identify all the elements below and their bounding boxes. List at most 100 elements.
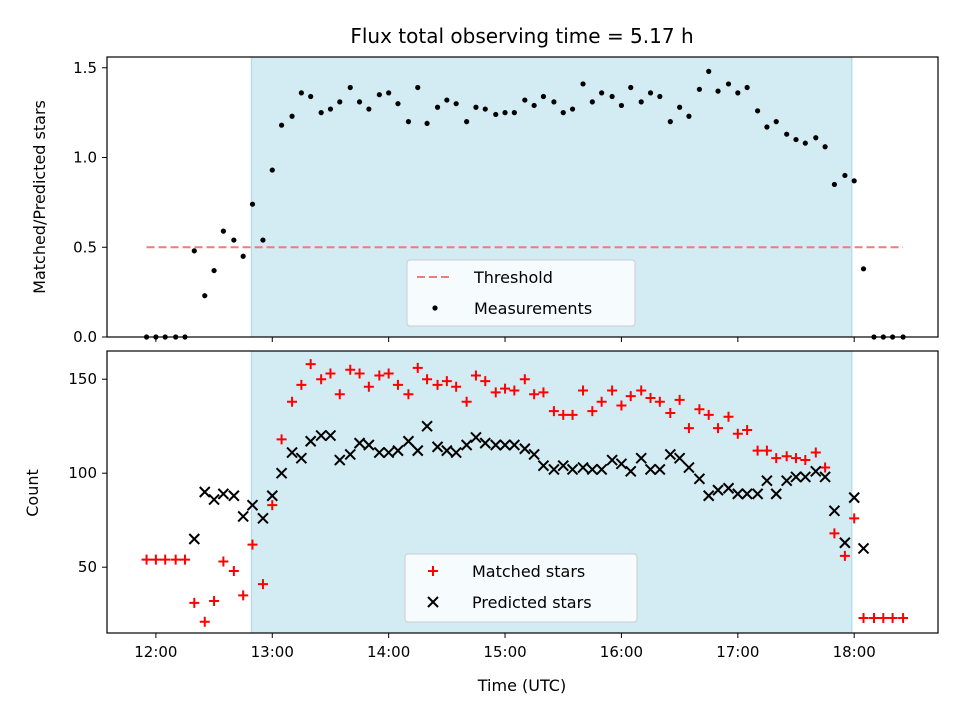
y-tick-label: 0.0	[73, 328, 97, 346]
data-point	[773, 119, 779, 125]
data-point	[451, 381, 462, 392]
data-point	[829, 528, 840, 539]
data-point	[188, 533, 200, 545]
data-point	[761, 475, 773, 487]
data-point	[558, 409, 569, 420]
data-point	[278, 122, 285, 128]
data-point	[318, 110, 324, 116]
data-point	[606, 454, 618, 466]
data-point	[831, 181, 838, 188]
data-point	[405, 119, 412, 125]
data-point	[231, 237, 237, 243]
data-point	[493, 111, 499, 118]
top-legend: Threshold Measurements	[406, 259, 636, 327]
data-point	[191, 248, 197, 254]
data-point	[402, 435, 415, 447]
data-point	[686, 113, 692, 119]
data-point	[752, 445, 763, 456]
data-point	[868, 612, 879, 623]
data-point	[723, 411, 734, 422]
data-point	[170, 554, 181, 565]
data-point	[240, 253, 246, 259]
data-point	[502, 110, 508, 116]
data-point	[519, 374, 530, 385]
data-point	[647, 90, 654, 96]
data-point	[557, 459, 569, 472]
data-point	[609, 93, 615, 100]
data-point	[696, 86, 703, 92]
legend-marker	[427, 596, 439, 608]
data-point	[432, 379, 443, 390]
data-point	[519, 443, 531, 455]
data-point	[305, 359, 316, 370]
data-point	[589, 99, 595, 105]
data-point	[286, 446, 298, 459]
data-point	[344, 448, 356, 461]
data-point	[373, 446, 386, 459]
data-point	[522, 97, 528, 103]
data-point	[412, 444, 424, 457]
data-point	[345, 364, 356, 375]
data-point	[537, 459, 550, 472]
legend-entry: Measurements	[474, 299, 592, 318]
data-point	[654, 396, 665, 407]
chart-title: Flux total observing time = 5.17 h	[350, 24, 693, 48]
data-point	[141, 554, 152, 565]
y-tick-label: 1.0	[73, 149, 97, 167]
data-point	[392, 444, 404, 457]
data-point	[800, 455, 811, 466]
data-point	[744, 84, 750, 91]
data-point	[644, 463, 657, 476]
y-tick-label: 100	[68, 464, 97, 482]
data-point	[208, 493, 220, 506]
data-point	[441, 444, 453, 457]
x-tick-label: 17:00	[716, 643, 759, 661]
legend-entry: Threshold	[473, 268, 553, 287]
y-tick-label: 1.5	[73, 59, 97, 77]
data-point	[713, 423, 724, 434]
data-point	[645, 393, 656, 403]
data-point	[654, 463, 666, 476]
data-point	[860, 266, 867, 272]
data-point	[500, 383, 511, 394]
data-point	[461, 396, 472, 407]
data-point	[374, 370, 385, 381]
data-point	[878, 612, 889, 623]
data-point	[791, 453, 802, 464]
legend-marker	[432, 305, 438, 311]
data-point	[548, 406, 559, 417]
data-point	[209, 596, 220, 607]
data-point	[289, 113, 295, 119]
data-point	[839, 550, 850, 561]
data-point	[528, 448, 540, 461]
data-point	[706, 68, 712, 74]
data-point	[567, 409, 578, 420]
data-point	[509, 385, 520, 396]
data-point	[179, 554, 190, 565]
data-point	[839, 537, 851, 549]
data-point	[275, 467, 288, 479]
data-point	[667, 119, 673, 125]
y-tick-label: 150	[68, 370, 97, 388]
bottom-plot-frame	[106, 350, 939, 634]
y-tick-label: 0.5	[73, 238, 97, 256]
data-point	[287, 396, 298, 407]
data-point	[257, 512, 269, 525]
data-point	[781, 451, 792, 462]
data-point	[560, 110, 566, 116]
data-point	[628, 84, 634, 91]
data-point	[735, 90, 741, 96]
data-point	[249, 201, 256, 207]
data-point	[828, 505, 841, 517]
data-point	[199, 616, 210, 627]
data-point	[784, 131, 790, 137]
data-point	[315, 429, 327, 442]
data-point	[693, 473, 706, 485]
data-point	[887, 612, 898, 623]
data-point	[677, 104, 683, 110]
data-point	[325, 368, 336, 379]
x-tick-label: 14:00	[367, 643, 410, 661]
data-point	[751, 488, 764, 500]
data-point	[490, 387, 501, 398]
